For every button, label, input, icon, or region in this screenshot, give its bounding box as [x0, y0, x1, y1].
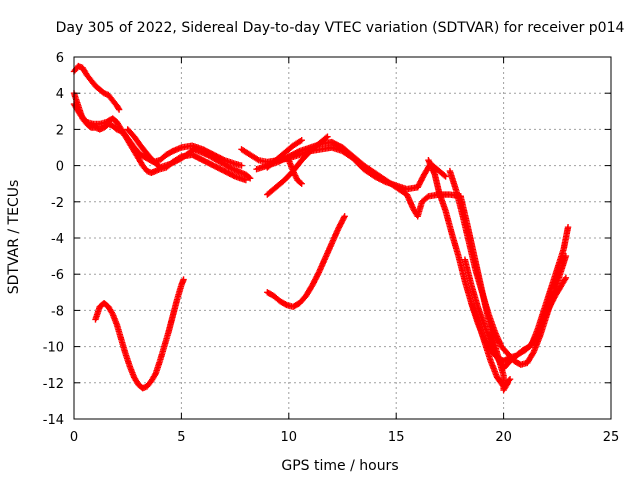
- x-tick-labels: 0 5 10 15 20 25: [70, 430, 619, 445]
- y-tick-label: -14: [43, 413, 64, 428]
- series-arc-low-a: [92, 276, 187, 392]
- data-point: [506, 375, 514, 383]
- x-tick-label: 15: [388, 430, 405, 445]
- data-point: [115, 106, 123, 113]
- data-point: [242, 176, 250, 184]
- data-point: [298, 180, 305, 187]
- series-arc-late-d: [461, 223, 572, 372]
- series-arc-main-c: [124, 126, 254, 182]
- series-arc-low-b: [264, 213, 348, 310]
- y-tick-label: -4: [51, 232, 64, 247]
- data-point: [238, 162, 245, 169]
- data-point: [228, 165, 235, 172]
- y-tick-label: 4: [56, 87, 64, 102]
- data-point: [564, 223, 572, 231]
- x-tick-label: 10: [281, 430, 298, 445]
- data-point: [298, 137, 305, 144]
- data-point: [324, 133, 331, 140]
- y-tick-label: -8: [51, 304, 64, 319]
- data-point: [562, 274, 570, 282]
- y-axis-label: SDTVAR / TECUs: [6, 180, 22, 295]
- series-arc-late-c: [457, 193, 512, 394]
- y-tick-label: -12: [43, 377, 64, 392]
- data-point: [529, 350, 537, 357]
- y-tick-label: -10: [43, 341, 64, 356]
- data-point: [505, 377, 513, 384]
- series-arc-branch-3: [285, 156, 305, 187]
- series-arc-branch-1: [264, 133, 331, 198]
- data-point: [180, 276, 187, 283]
- data-point: [297, 179, 304, 186]
- x-tick-label: 25: [603, 430, 620, 445]
- y-tick-labels: -14 -12 -10 -8 -6 -4 -2 0 2 4 6: [43, 51, 64, 428]
- data-point: [322, 134, 330, 141]
- series-layer: [70, 62, 572, 394]
- x-axis-label: GPS time / hours: [281, 458, 398, 474]
- data-point: [115, 105, 122, 112]
- axis-ticks: [73, 56, 612, 420]
- data-point: [245, 174, 253, 181]
- data-point: [297, 137, 304, 145]
- data-point: [441, 172, 448, 179]
- y-tick-label: 6: [56, 51, 64, 66]
- series-arc-branch-2: [264, 137, 305, 171]
- data-point: [282, 301, 289, 308]
- data-point: [246, 175, 254, 182]
- data-point: [314, 270, 322, 277]
- series-arc-late-e: [468, 299, 514, 390]
- x-tick-label: 0: [70, 430, 78, 445]
- data-point: [341, 213, 348, 220]
- data-point: [254, 156, 261, 163]
- x-tick-label: 20: [495, 430, 512, 445]
- x-tick-label: 5: [177, 430, 185, 445]
- data-point: [340, 214, 348, 221]
- y-tick-label: -2: [51, 196, 64, 211]
- y-tick-label: 0: [56, 160, 64, 175]
- chart-title: Day 305 of 2022, Sidereal Day-to-day VTE…: [56, 20, 625, 36]
- data-point: [442, 173, 449, 180]
- y-tick-label: -6: [51, 268, 64, 283]
- y-tick-label: 2: [56, 123, 64, 138]
